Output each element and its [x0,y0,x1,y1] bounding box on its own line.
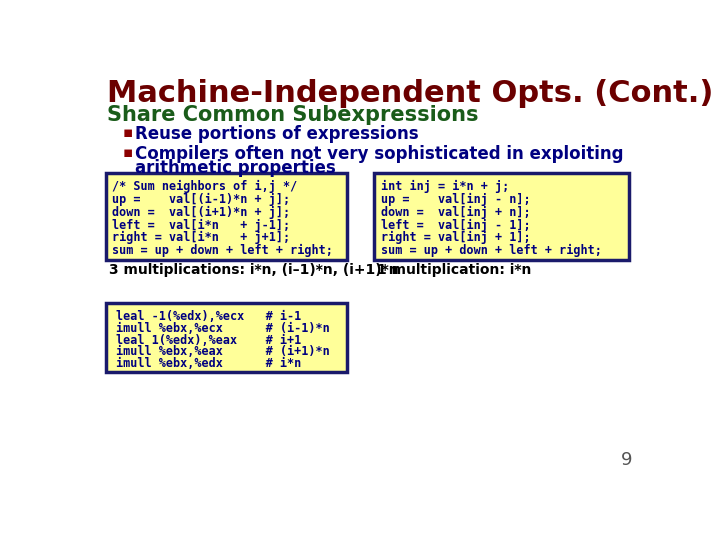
Text: sum = up + down + left + right;: sum = up + down + left + right; [381,244,601,257]
Text: int inj = i*n + j;: int inj = i*n + j; [381,180,509,193]
Text: right = val[inj + 1];: right = val[inj + 1]; [381,231,530,244]
Text: arithmetic properties: arithmetic properties [135,159,336,177]
Text: imull %ebx,%eax      # (i+1)*n: imull %ebx,%eax # (i+1)*n [117,346,330,359]
FancyBboxPatch shape [374,173,629,260]
Text: 9: 9 [621,451,632,469]
Text: Compilers often not very sophisticated in exploiting: Compilers often not very sophisticated i… [135,145,624,163]
Text: imull %ebx,%ecx      # (i-1)*n: imull %ebx,%ecx # (i-1)*n [117,322,330,335]
Text: Share Common Subexpressions: Share Common Subexpressions [107,105,479,125]
Text: Machine-Independent Opts. (Cont.): Machine-Independent Opts. (Cont.) [107,79,714,107]
Text: up =    val[(i-1)*n + j];: up = val[(i-1)*n + j]; [112,193,291,206]
Text: 3 multiplications: i*n, (i–1)*n, (i+1)*n: 3 multiplications: i*n, (i–1)*n, (i+1)*n [109,264,398,278]
FancyBboxPatch shape [107,303,346,372]
Text: leal -1(%edx),%ecx   # i-1: leal -1(%edx),%ecx # i-1 [117,309,302,323]
FancyBboxPatch shape [107,173,346,260]
Text: Reuse portions of expressions: Reuse portions of expressions [135,125,418,143]
Text: leal 1(%edx),%eax    # i+1: leal 1(%edx),%eax # i+1 [117,334,302,347]
Text: down =  val[inj + n];: down = val[inj + n]; [381,206,530,219]
Text: ▪: ▪ [122,125,133,140]
Text: ▪: ▪ [122,145,133,160]
Text: sum = up + down + left + right;: sum = up + down + left + right; [112,244,333,257]
Text: /* Sum neighbors of i,j */: /* Sum neighbors of i,j */ [112,180,298,193]
Text: right = val[i*n   + j+1];: right = val[i*n + j+1]; [112,231,291,244]
Text: up =    val[inj - n];: up = val[inj - n]; [381,193,530,206]
Text: imull %ebx,%edx      # i*n: imull %ebx,%edx # i*n [117,357,302,370]
Text: down =  val[(i+1)*n + j];: down = val[(i+1)*n + j]; [112,206,291,219]
Text: left =  val[inj - 1];: left = val[inj - 1]; [381,218,530,232]
Text: left =  val[i*n   + j-1];: left = val[i*n + j-1]; [112,218,291,232]
Text: 1 multiplication: i*n: 1 multiplication: i*n [377,264,531,278]
